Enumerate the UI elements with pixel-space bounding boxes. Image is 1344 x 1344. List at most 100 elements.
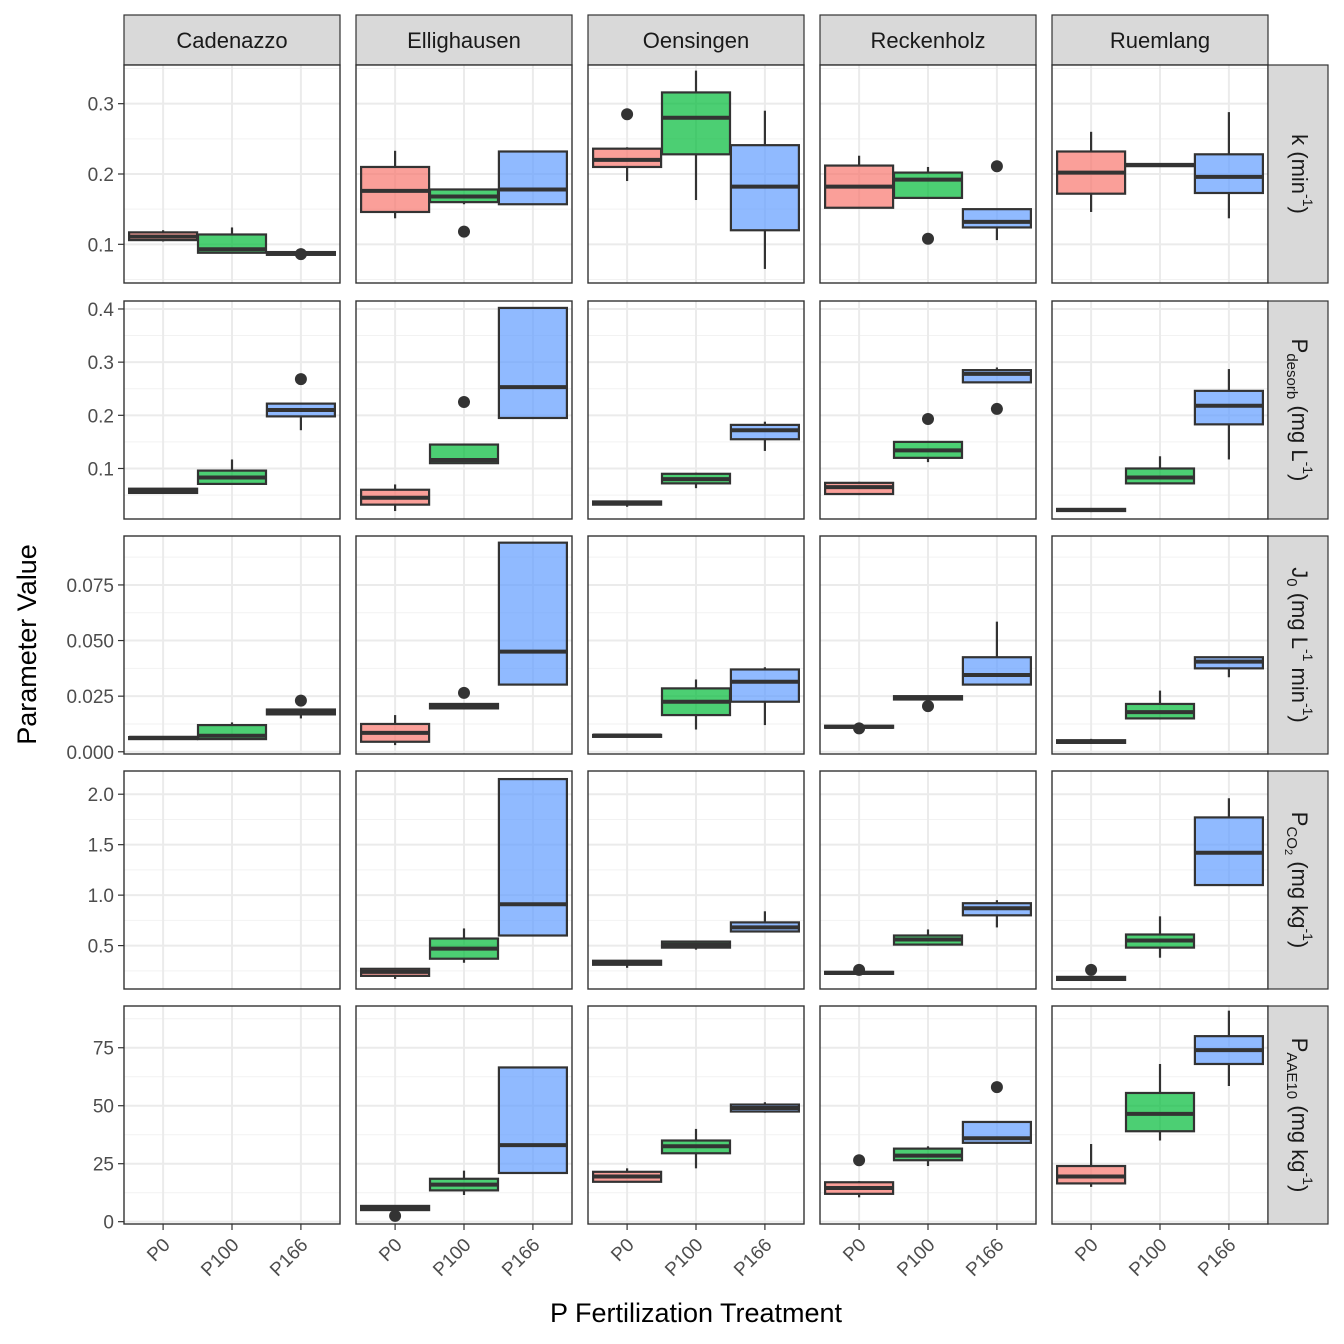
row-strip-background — [1267, 535, 1329, 755]
box-p0 — [823, 155, 895, 209]
box-p0 — [823, 1154, 895, 1198]
param-label-tail: ) — [1287, 207, 1312, 214]
strip-background — [123, 14, 341, 66]
x-tick-label-p166: P166 — [962, 1235, 1008, 1281]
panel-paae10-ellighausen — [355, 1005, 573, 1225]
outlier-point — [990, 402, 1003, 415]
box-p100 — [892, 695, 964, 713]
box-p100 — [1124, 916, 1196, 958]
box-p100 — [660, 472, 732, 489]
x-tick-label-p166: P166 — [498, 1235, 544, 1281]
y-tick-label: 0.050 — [66, 632, 114, 653]
box-iqr — [961, 656, 1033, 686]
x-tick-label-p0: P0 — [375, 1235, 406, 1266]
y-axis-title: Parameter Value — [12, 544, 42, 745]
box-p166 — [1193, 1010, 1265, 1087]
outlier-point — [458, 396, 470, 409]
panel-border — [123, 300, 341, 520]
box-p100 — [892, 1146, 964, 1167]
box-p0 — [127, 487, 199, 495]
strip-background — [355, 14, 573, 66]
box-p0 — [127, 735, 199, 741]
param-label-tail: ) — [1287, 474, 1312, 481]
box-p100 — [428, 928, 500, 963]
param-label-main: P — [1287, 339, 1312, 354]
panel-j0-ruemlang — [1051, 535, 1269, 755]
param-label-main: J — [1287, 567, 1312, 578]
param-label-tail: ) — [1287, 941, 1312, 948]
outlier-point — [1085, 963, 1098, 976]
box-p166 — [497, 150, 569, 206]
panel-k-cadenazzo — [123, 64, 341, 284]
y-tick-label: 0.025 — [66, 687, 114, 708]
y-tick-label: 0.5 — [88, 937, 114, 958]
panel-k-ruemlang — [1051, 64, 1269, 284]
box-p166 — [729, 667, 801, 726]
param-label-sup: -1 — [1300, 194, 1316, 207]
box-p0 — [591, 733, 663, 738]
box-p166 — [265, 373, 337, 431]
x-tick-label-p100: P100 — [429, 1235, 475, 1281]
param-label-sup2: -1 — [1300, 703, 1316, 716]
box-p100 — [892, 929, 964, 946]
outlier-point — [621, 108, 634, 121]
box-iqr — [729, 668, 801, 703]
y-tick-label: 0.2 — [88, 406, 114, 427]
box-p166 — [729, 1102, 801, 1113]
box-p100 — [892, 166, 964, 245]
outlier-point — [990, 1081, 1003, 1094]
param-label-main: P — [1287, 812, 1312, 827]
box-iqr — [892, 171, 964, 200]
x-tick-label-p100: P100 — [893, 1235, 939, 1281]
box-iqr — [660, 91, 732, 156]
x-tick-label-p166: P166 — [730, 1235, 776, 1281]
panel-border — [819, 300, 1037, 520]
strip-background — [819, 14, 1037, 66]
box-iqr — [961, 208, 1033, 229]
x-tick-label-p166: P166 — [1194, 1235, 1240, 1281]
panel-pdesorb-ellighausen — [355, 300, 573, 520]
panel-border — [123, 64, 341, 284]
param-label-sub: CO — [1283, 826, 1300, 849]
param-label-sub: AAE10 — [1283, 1052, 1300, 1099]
y-tick-label: 0.3 — [88, 353, 114, 374]
box-p0 — [591, 108, 663, 182]
panel-pdesorb-cadenazzo — [123, 300, 341, 520]
panel-border — [355, 535, 573, 755]
panel-border — [587, 535, 805, 755]
box-p100 — [660, 1128, 732, 1169]
outlier-point — [294, 694, 307, 707]
x-tick-label-p166: P166 — [266, 1235, 312, 1281]
panel-j0-ellighausen — [355, 535, 573, 755]
box-iqr — [497, 306, 569, 420]
x-tick-label-p100: P100 — [661, 1235, 707, 1281]
outlier-point — [853, 963, 866, 976]
param-label-tail: ) — [1287, 1185, 1312, 1192]
outlier-point — [990, 160, 1003, 173]
panel-pco2-ruemlang — [1051, 770, 1269, 990]
row-strip-label-j0: J0 (mg L-1 min-1) — [1283, 567, 1316, 723]
x-tick-label-p0: P0 — [143, 1235, 174, 1266]
box-p166 — [729, 110, 801, 269]
y-tick-label: 0.4 — [88, 300, 115, 321]
panel-j0-cadenazzo — [123, 535, 341, 755]
box-p100 — [196, 227, 268, 254]
x-tick-label-p100: P100 — [1125, 1235, 1171, 1281]
param-label-main: P — [1287, 1038, 1312, 1053]
param-label-rest: (mg kg — [1287, 1099, 1312, 1172]
box-iqr — [497, 541, 569, 686]
box-p100 — [1124, 456, 1196, 485]
box-p100 — [428, 188, 500, 238]
param-label-rest: (mg kg — [1287, 855, 1312, 928]
row-strip-background — [1267, 1005, 1329, 1225]
param-label-mid: min — [1287, 661, 1312, 703]
y-tick-label: 1.0 — [88, 886, 114, 907]
panel-paae10-oensingen — [587, 1005, 805, 1225]
outlier-point — [922, 232, 934, 245]
box-iqr — [497, 150, 569, 206]
box-p0 — [1055, 738, 1127, 744]
strip-label-oensingen: Oensingen — [643, 28, 749, 53]
box-p166 — [1193, 798, 1265, 887]
outlier-point — [294, 248, 307, 261]
box-p166 — [1193, 369, 1265, 460]
